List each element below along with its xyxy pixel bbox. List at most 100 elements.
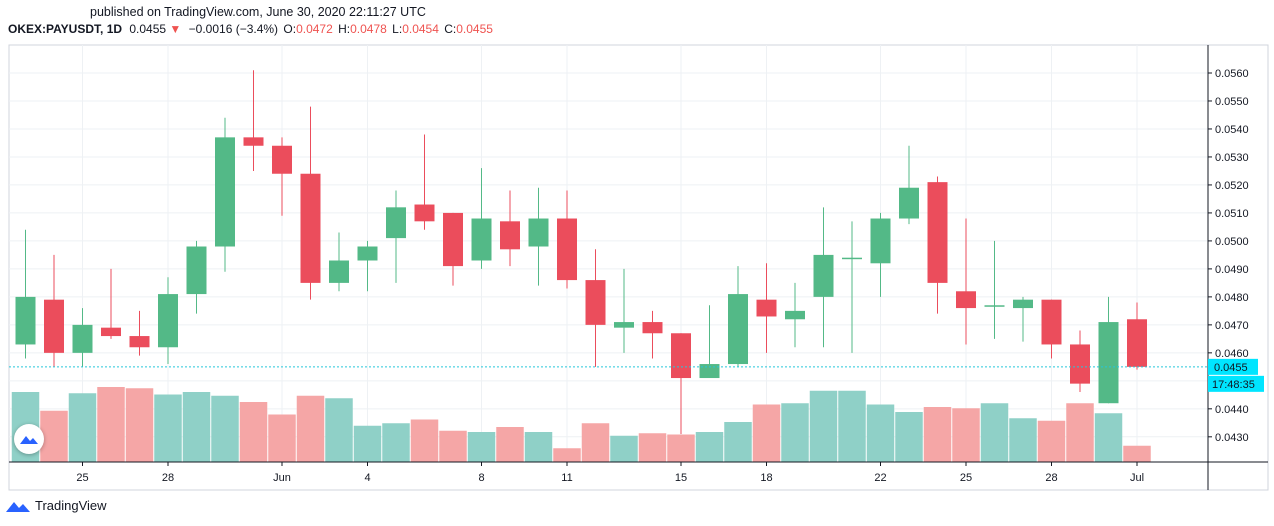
volume-bar: [1009, 418, 1037, 462]
candle-body: [1070, 344, 1090, 384]
footer-brand[interactable]: TradingView: [6, 498, 107, 513]
time-tick-label: 11: [561, 472, 572, 484]
price-tick-label: 0.0440: [1215, 404, 1249, 416]
candle-body: [728, 294, 748, 365]
open-value: 0.0472: [296, 22, 333, 36]
price-tick-label: 0.0520: [1215, 180, 1249, 192]
candle-body: [1041, 299, 1062, 345]
time-tick-label: 8: [478, 472, 484, 484]
candle-body: [785, 310, 805, 320]
time-tick-label: 4: [364, 472, 370, 484]
volume-bar: [125, 388, 154, 462]
candle-body: [15, 296, 36, 345]
current-price-label-bg: [1208, 358, 1258, 375]
volume-bar: [325, 398, 353, 462]
time-tick-label: 28: [162, 472, 174, 484]
volume-bar: [1094, 413, 1123, 462]
candle-body: [72, 324, 93, 353]
candle-body: [614, 322, 634, 328]
volume-bar: [524, 432, 553, 462]
volume-bar: [211, 395, 239, 462]
candle-body: [699, 364, 720, 379]
candle-body: [899, 187, 919, 219]
candle-body: [813, 254, 834, 297]
volume-bar: [97, 387, 125, 462]
candle-body: [956, 291, 976, 309]
volume-bar: [553, 448, 581, 462]
candle-body: [1127, 319, 1147, 367]
candle-body: [386, 207, 406, 239]
volume-bar: [610, 435, 638, 462]
time-tick-label: 22: [874, 472, 886, 484]
price-tick-label: 0.0550: [1215, 96, 1249, 108]
volume-bar: [952, 408, 980, 462]
volume-bar: [40, 410, 68, 462]
volume-bar: [980, 403, 1009, 462]
candle-body: [500, 221, 520, 250]
volume-bar: [353, 425, 382, 462]
volume-bar: [752, 404, 781, 462]
candle-body: [44, 299, 64, 353]
volume-bar: [296, 395, 325, 462]
price-tick-label: 0.0530: [1215, 152, 1249, 164]
price-tick-label: 0.0490: [1215, 264, 1249, 276]
price-tick-label: 0.0500: [1215, 236, 1249, 248]
candle-body: [671, 333, 691, 379]
volume-bar: [638, 433, 667, 462]
candle-body: [357, 246, 378, 261]
price-tick-label: 0.0540: [1215, 124, 1249, 136]
volume-bar: [496, 427, 524, 462]
candle-body: [186, 246, 207, 295]
volume-bar: [439, 430, 467, 462]
volume-bar: [1066, 403, 1094, 462]
volume-bar: [467, 432, 496, 462]
price-tick-label: 0.0560: [1215, 68, 1249, 80]
volume-bar: [809, 390, 838, 462]
close-value: 0.0455: [456, 22, 493, 36]
volume-bar: [68, 393, 97, 462]
candle-body: [101, 327, 121, 337]
candle-body: [1098, 322, 1119, 404]
tradingview-logo-badge[interactable]: [14, 424, 44, 454]
volume-bar: [667, 434, 695, 462]
close-label: C:: [444, 22, 457, 36]
last-price: 0.0455: [129, 22, 167, 36]
symbol-legend: OKEX:PAYUSDT, 1D 0.0455 ▼ −0.0016 (−3.4%…: [8, 22, 493, 36]
time-tick-label: Jun: [273, 472, 291, 484]
volume-bar: [866, 404, 895, 462]
volume-bar: [895, 412, 923, 462]
volume-bar: [695, 432, 724, 462]
low-value: 0.0454: [402, 22, 439, 36]
time-tick-label: 25: [76, 472, 88, 484]
candle-body: [756, 299, 777, 317]
volume-bar: [781, 403, 809, 462]
volume-bar: [581, 423, 610, 462]
countdown-label-bg: [1208, 375, 1264, 392]
time-tick-label: Jul: [1130, 472, 1144, 484]
change-arrow-icon: ▼: [169, 22, 182, 36]
volume-bar: [182, 392, 211, 462]
candle-body: [870, 218, 891, 264]
candle-body: [984, 305, 1005, 307]
high-label: H:: [338, 22, 351, 36]
time-tick-label: 25: [960, 472, 972, 484]
candle-body: [927, 182, 948, 283]
countdown-label: 17:48:35: [1212, 379, 1255, 391]
candle-body: [329, 260, 349, 283]
footer-brand-label: TradingView: [35, 498, 107, 513]
tradingview-mountain-icon: [20, 436, 38, 444]
candle-body: [272, 145, 292, 174]
low-label: L:: [392, 22, 403, 36]
candle-body: [414, 204, 435, 222]
candle-body: [528, 218, 549, 247]
candle-body: [243, 137, 264, 146]
candle-body: [129, 336, 150, 348]
price-tick-label: 0.0510: [1215, 208, 1249, 220]
price-change: −0.0016 (−3.4%): [188, 22, 279, 36]
candle-body: [557, 218, 577, 281]
candle-body: [300, 173, 321, 283]
volume-bar: [268, 414, 296, 462]
symbol-name: OKEX:PAYUSDT, 1D: [8, 22, 123, 36]
tradingview-logo-icon: [6, 501, 30, 512]
